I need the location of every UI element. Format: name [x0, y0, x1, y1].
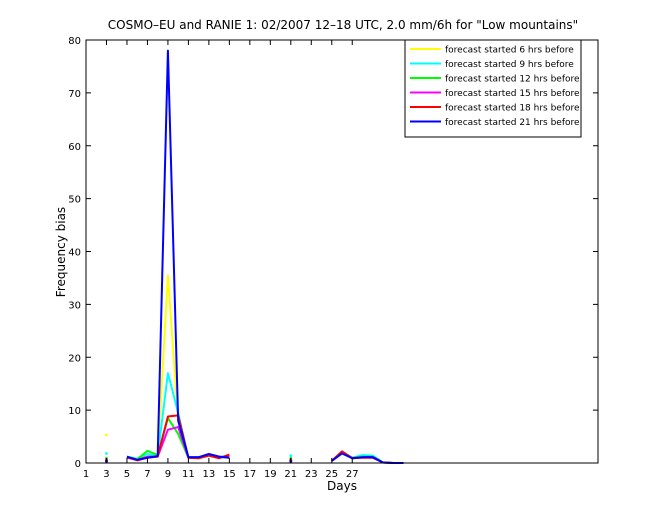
y-tick-label: 30: [68, 300, 81, 311]
x-axis-label: Days: [327, 479, 357, 493]
x-tick-label: 1: [83, 469, 89, 480]
x-tick-label: 25: [325, 469, 338, 480]
chart-title: COSMO–EU and RANIE 1: 02/2007 12–18 UTC,…: [108, 18, 578, 32]
x-tick-label: 13: [203, 469, 216, 480]
legend-entry-label: forecast started 18 hrs before: [445, 104, 580, 114]
y-axis-label: Frequency bias: [54, 207, 68, 297]
legend-entry-label: forecast started 12 hrs before: [445, 75, 580, 85]
y-tick-label: 0: [75, 459, 81, 470]
series-line: [126, 274, 230, 460]
series-point: [289, 454, 293, 457]
x-tick-label: 27: [346, 469, 359, 480]
y-tick-label: 70: [68, 89, 81, 100]
x-tick-label: 17: [243, 469, 256, 480]
legend[interactable]: forecast started 6 hrs before forecast st…: [404, 39, 582, 138]
plot-lines: [105, 49, 404, 464]
x-tick-label: 19: [264, 469, 277, 480]
legend-entry-label: forecast started 9 hrs before: [445, 60, 574, 70]
x-axis: 1 3 5 7 9 11 13 15 17 19 21 23 25 27: [83, 40, 359, 480]
y-tick-label: 20: [68, 353, 81, 364]
y-tick-label: 10: [68, 406, 81, 417]
x-tick-label: 9: [165, 469, 171, 480]
series-point: [105, 452, 108, 455]
x-tick-label: 11: [182, 469, 195, 480]
y-tick-label: 80: [68, 36, 81, 47]
series-point: [105, 433, 108, 437]
y-tick-label: 40: [68, 248, 81, 259]
x-tick-label: 23: [305, 469, 318, 480]
x-tick-label: 7: [144, 469, 150, 480]
series-6: [105, 49, 404, 464]
legend-entry-label: forecast started 21 hrs before: [445, 118, 580, 128]
y-tick-label: 50: [68, 195, 81, 206]
y-tick-label: 60: [68, 142, 81, 153]
series-1: [105, 274, 404, 464]
legend-entry-label: forecast started 15 hrs before: [445, 89, 580, 99]
x-tick-label: 3: [103, 469, 109, 480]
series-line: [126, 49, 230, 461]
y-axis: 0 10 20 30 40 50 60 70 80: [68, 36, 598, 470]
legend-entry-label: forecast started 6 hrs before: [445, 46, 574, 56]
x-tick-label: 21: [284, 469, 297, 480]
x-tick-label: 15: [223, 469, 236, 480]
series-2: [105, 372, 404, 464]
x-tick-label: 5: [124, 469, 130, 480]
